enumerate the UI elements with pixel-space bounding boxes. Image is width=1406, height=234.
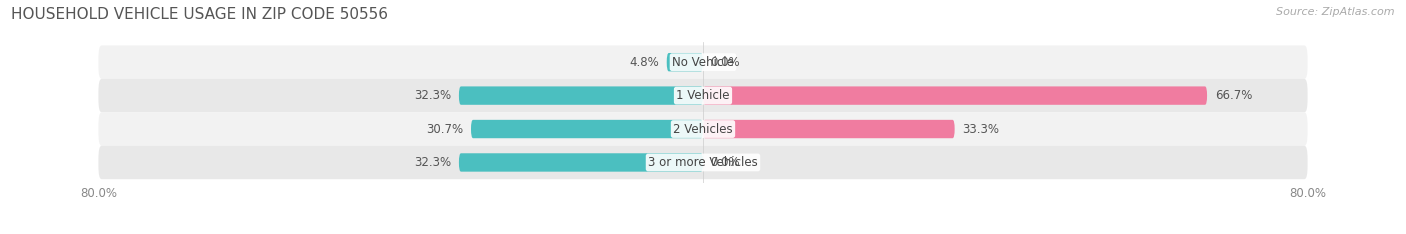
- FancyBboxPatch shape: [458, 153, 703, 172]
- FancyBboxPatch shape: [703, 120, 955, 138]
- Text: 0.0%: 0.0%: [710, 56, 740, 69]
- Text: HOUSEHOLD VEHICLE USAGE IN ZIP CODE 50556: HOUSEHOLD VEHICLE USAGE IN ZIP CODE 5055…: [11, 7, 388, 22]
- FancyBboxPatch shape: [471, 120, 703, 138]
- Text: 33.3%: 33.3%: [962, 123, 1000, 135]
- FancyBboxPatch shape: [98, 45, 1308, 79]
- FancyBboxPatch shape: [703, 86, 1208, 105]
- Text: 3 or more Vehicles: 3 or more Vehicles: [648, 156, 758, 169]
- Text: 30.7%: 30.7%: [426, 123, 464, 135]
- FancyBboxPatch shape: [458, 86, 703, 105]
- FancyBboxPatch shape: [98, 79, 1308, 112]
- Text: No Vehicle: No Vehicle: [672, 56, 734, 69]
- Text: 4.8%: 4.8%: [630, 56, 659, 69]
- Text: 32.3%: 32.3%: [415, 156, 451, 169]
- FancyBboxPatch shape: [98, 146, 1308, 179]
- Text: Source: ZipAtlas.com: Source: ZipAtlas.com: [1277, 7, 1395, 17]
- Text: 2 Vehicles: 2 Vehicles: [673, 123, 733, 135]
- FancyBboxPatch shape: [98, 112, 1308, 146]
- Text: 32.3%: 32.3%: [415, 89, 451, 102]
- FancyBboxPatch shape: [666, 53, 703, 71]
- Text: 0.0%: 0.0%: [710, 156, 740, 169]
- Text: 66.7%: 66.7%: [1215, 89, 1251, 102]
- Text: 1 Vehicle: 1 Vehicle: [676, 89, 730, 102]
